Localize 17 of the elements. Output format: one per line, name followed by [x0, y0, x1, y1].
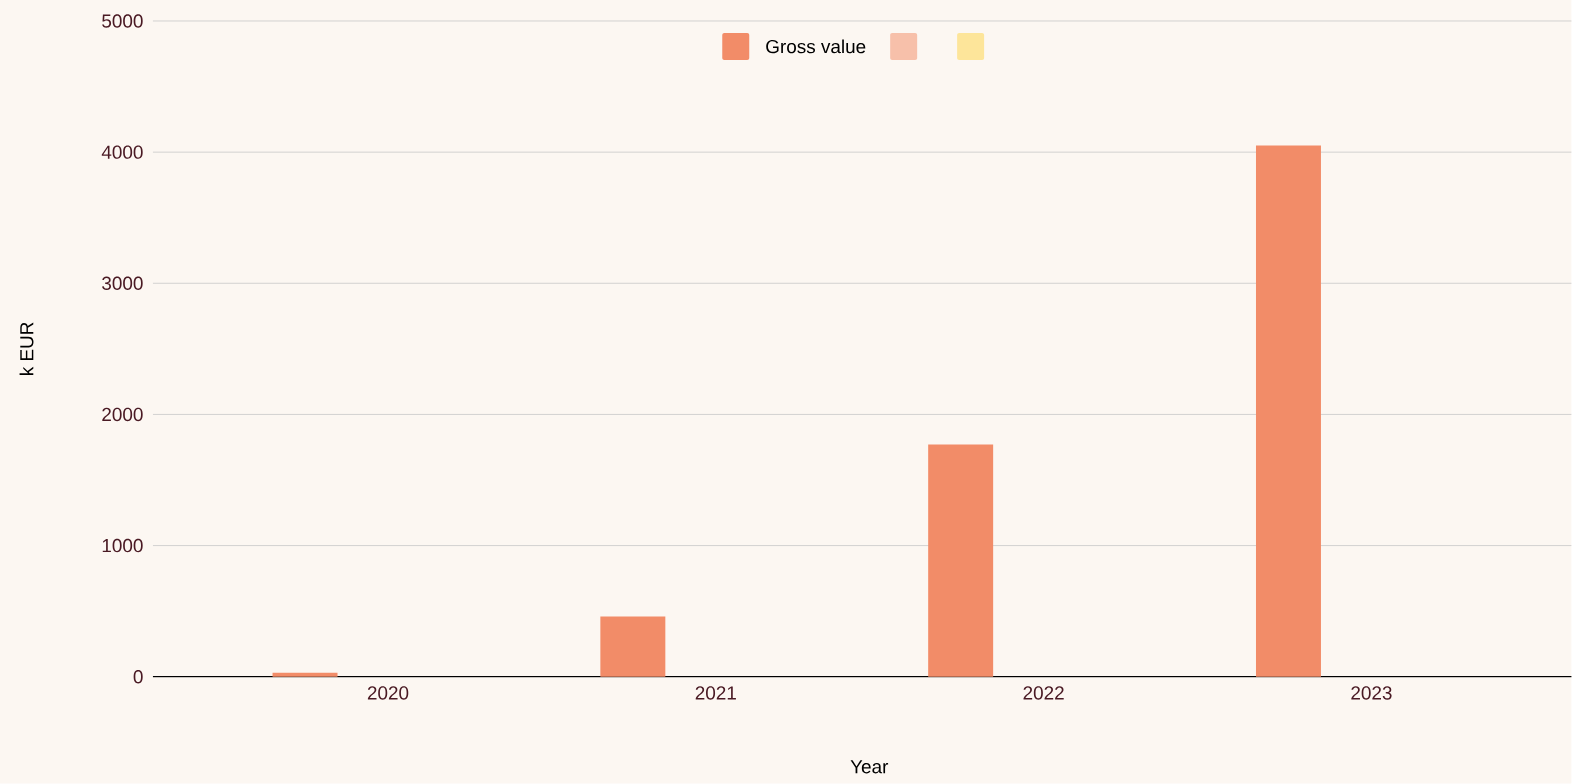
- y-tick-label: 0: [133, 670, 143, 684]
- bar: [272, 672, 338, 677]
- x-axis-title: Year: [850, 760, 889, 774]
- x-tick-label: 2023: [1351, 686, 1392, 700]
- x-tick-label: 2020: [367, 686, 409, 700]
- y-axis-title: k EUR: [19, 322, 34, 376]
- x-tick-label: 2021: [695, 686, 736, 700]
- legend-label: Gross value: [766, 39, 866, 54]
- y-tick-label: 3000: [102, 276, 143, 291]
- bar: [1255, 145, 1321, 677]
- y-tick-label: 4000: [101, 145, 143, 159]
- y-tick-label: 2000: [102, 407, 143, 422]
- x-tick-label: 2022: [1023, 686, 1064, 700]
- y-tick-label: 5000: [102, 14, 143, 28]
- y-tick-label: 1000: [102, 539, 143, 553]
- bar: [928, 444, 994, 677]
- bar: [600, 616, 666, 677]
